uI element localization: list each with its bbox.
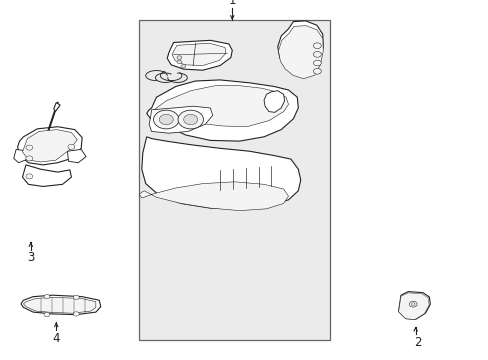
- Polygon shape: [264, 91, 284, 112]
- Polygon shape: [167, 40, 232, 70]
- Polygon shape: [22, 165, 71, 186]
- Circle shape: [181, 64, 185, 68]
- Polygon shape: [67, 149, 86, 163]
- Polygon shape: [172, 43, 225, 66]
- Circle shape: [73, 312, 79, 316]
- Circle shape: [26, 156, 33, 161]
- Circle shape: [26, 145, 33, 150]
- Polygon shape: [18, 127, 82, 165]
- Polygon shape: [142, 137, 300, 209]
- Circle shape: [313, 60, 321, 66]
- Circle shape: [68, 144, 75, 149]
- Circle shape: [159, 114, 173, 125]
- Circle shape: [313, 51, 321, 57]
- Circle shape: [153, 110, 179, 129]
- Polygon shape: [154, 86, 288, 127]
- Circle shape: [178, 110, 203, 129]
- Circle shape: [313, 43, 321, 49]
- Circle shape: [73, 295, 79, 300]
- Polygon shape: [146, 80, 298, 141]
- Circle shape: [408, 301, 416, 307]
- Polygon shape: [277, 21, 323, 76]
- Bar: [139, 20, 329, 340]
- Polygon shape: [54, 103, 60, 112]
- Circle shape: [177, 60, 182, 64]
- Circle shape: [313, 68, 321, 74]
- Circle shape: [44, 312, 50, 317]
- Polygon shape: [22, 130, 77, 162]
- Circle shape: [410, 303, 414, 306]
- Circle shape: [44, 294, 50, 299]
- Polygon shape: [398, 292, 429, 319]
- Polygon shape: [21, 295, 101, 315]
- Polygon shape: [23, 297, 96, 313]
- Text: 4: 4: [52, 332, 60, 345]
- Polygon shape: [398, 293, 428, 319]
- Text: 3: 3: [27, 251, 35, 264]
- Polygon shape: [14, 149, 29, 163]
- Polygon shape: [149, 106, 212, 133]
- Text: 2: 2: [413, 336, 421, 348]
- Polygon shape: [139, 182, 288, 211]
- Circle shape: [177, 56, 182, 59]
- Polygon shape: [278, 26, 323, 79]
- Circle shape: [26, 174, 33, 179]
- Circle shape: [183, 114, 197, 125]
- Text: 1: 1: [228, 0, 236, 7]
